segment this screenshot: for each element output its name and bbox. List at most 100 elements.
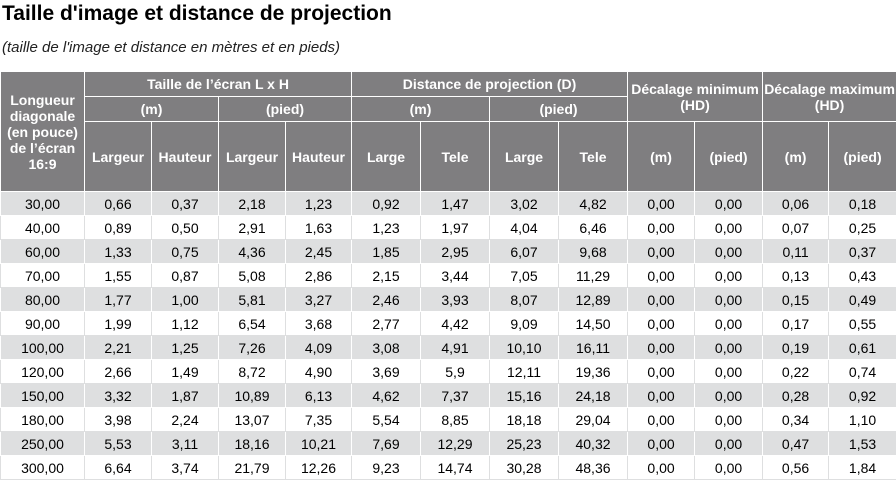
table-cell: 1,25	[151, 335, 219, 360]
table-cell: 0,00	[694, 407, 764, 432]
table-cell: 0,00	[627, 239, 696, 264]
table-cell: 14,74	[420, 455, 490, 480]
table-cell: 12,29	[420, 431, 490, 456]
table-cell: 0,49	[828, 287, 896, 312]
header-distance-unit-m: (m)	[351, 96, 490, 122]
table-cell: 0,00	[694, 215, 764, 240]
table-cell: 0,00	[694, 239, 764, 264]
table-cell: 25,23	[489, 431, 559, 456]
diagonal-cell: 80,00	[0, 287, 85, 312]
table-cell: 7,35	[285, 407, 352, 432]
table-cell: 1,23	[285, 191, 352, 216]
header-offset-min-ft: (pied)	[694, 121, 764, 192]
page-subtitle: (taille de l'image et distance en mètres…	[2, 39, 341, 56]
table-cell: 4,36	[218, 239, 286, 264]
table-cell: 5,81	[218, 287, 286, 312]
table-cell: 9,23	[351, 455, 421, 480]
table-header: Longueur diagonale (en pouce) de l’écran…	[0, 71, 896, 192]
table-cell: 0,55	[828, 311, 896, 336]
table-cell: 0,37	[151, 191, 219, 216]
table-cell: 0,00	[627, 455, 696, 480]
table-cell: 1,12	[151, 311, 219, 336]
table-cell: 0,43	[828, 263, 896, 288]
table-cell: 1,10	[828, 407, 896, 432]
header-screen-unit-m: (m)	[84, 96, 219, 122]
table-cell: 6,13	[285, 383, 352, 408]
table-cell: 40,32	[557, 431, 629, 456]
table-cell: 2,45	[285, 239, 352, 264]
header-height-ft: Hauteur	[285, 121, 352, 192]
table-cell: 0,74	[828, 359, 896, 384]
table-cell: 1,53	[828, 431, 896, 456]
table-row: 180,00 3,98 2,24 13,07 7,35 5,54 8,85 18,18 29,0…	[0, 407, 896, 432]
table-cell: 3,08	[351, 335, 421, 360]
header-offset-min-m: (m)	[627, 121, 696, 192]
table-cell: 1,63	[285, 215, 352, 240]
table-cell: 2,24	[151, 407, 219, 432]
table-cell: 2,77	[351, 311, 421, 336]
table-cell: 0,92	[351, 191, 421, 216]
table-cell: 1,23	[351, 215, 421, 240]
table-cell: 0,00	[694, 191, 764, 216]
diagonal-cell: 60,00	[0, 239, 85, 264]
table-row: 60,00 1,33 0,75 4,36 2,45 1,85 2,95 6,07 9,68 0,0…	[0, 239, 896, 264]
table-cell: 0,00	[694, 311, 764, 336]
table-cell: 0,00	[627, 263, 696, 288]
header-diagonal: Longueur diagonale (en pouce) de l’écran…	[0, 71, 85, 192]
table-cell: 0,50	[151, 215, 219, 240]
table-cell: 0,00	[694, 383, 764, 408]
table-row: 30,00 0,66 0,37 2,18 1,23 0,92 1,47 3,02 4,82 0,0…	[0, 191, 896, 216]
table-cell: 0,15	[762, 287, 830, 312]
table-cell: 12,26	[285, 455, 352, 480]
table-cell: 0,00	[627, 383, 696, 408]
table-cell: 8,72	[218, 359, 286, 384]
table-cell: 4,09	[285, 335, 352, 360]
table-cell: 1,49	[151, 359, 219, 384]
table-cell: 0,00	[694, 263, 764, 288]
table-cell: 3,74	[151, 455, 219, 480]
diagonal-cell: 150,00	[0, 383, 85, 408]
table-cell: 7,69	[351, 431, 421, 456]
table-cell: 0,17	[762, 311, 830, 336]
table-cell: 5,9	[420, 359, 490, 384]
table-cell: 29,04	[557, 407, 629, 432]
table-cell: 0,00	[694, 431, 764, 456]
table-cell: 7,37	[420, 383, 490, 408]
table-cell: 13,07	[218, 407, 286, 432]
table-cell: 0,37	[828, 239, 896, 264]
table-cell: 2,18	[218, 191, 286, 216]
table-cell: 3,68	[285, 311, 352, 336]
table-cell: 3,93	[420, 287, 490, 312]
table-cell: 2,86	[285, 263, 352, 288]
header-screen-unit-ft: (pied)	[218, 96, 352, 122]
table-cell: 0,18	[828, 191, 896, 216]
table-cell: 4,90	[285, 359, 352, 384]
table-cell: 8,85	[420, 407, 490, 432]
table-row: 80,00 1,77 1,00 5,81 3,27 2,46 3,93 8,07 12,89 0,…	[0, 287, 896, 312]
table-cell: 0,11	[762, 239, 830, 264]
table-row: 90,00 1,99 1,12 6,54 3,68 2,77 4,42 9,09 14,50 0,…	[0, 311, 896, 336]
table-cell: 10,21	[285, 431, 352, 456]
table-cell: 2,21	[84, 335, 152, 360]
table-cell: 0,00	[627, 215, 696, 240]
table-cell: 0,00	[694, 287, 764, 312]
table-row: 250,00 5,53 3,11 18,16 10,21 7,69 12,29 25,23 40…	[0, 431, 896, 456]
table-cell: 4,91	[420, 335, 490, 360]
table-cell: 0,00	[627, 431, 696, 456]
table-cell: 7,05	[489, 263, 559, 288]
header-width-ft: Largeur	[218, 121, 286, 192]
table-cell: 4,62	[351, 383, 421, 408]
diagonal-cell: 30,00	[0, 191, 85, 216]
header-offset-max-m: (m)	[762, 121, 830, 192]
table-cell: 1,55	[84, 263, 152, 288]
table-cell: 1,77	[84, 287, 152, 312]
table-cell: 6,46	[557, 215, 629, 240]
table-cell: 3,44	[420, 263, 490, 288]
table-body: 30,00 0,66 0,37 2,18 1,23 0,92 1,47 3,02 4,82 0,0…	[0, 191, 896, 480]
table-cell: 0,66	[84, 191, 152, 216]
table-cell: 2,66	[84, 359, 152, 384]
table-cell: 2,91	[218, 215, 286, 240]
table-cell: 0,47	[762, 431, 830, 456]
header-projection-distance: Distance de projection (D)	[350, 71, 629, 97]
table-cell: 0,56	[762, 455, 830, 480]
